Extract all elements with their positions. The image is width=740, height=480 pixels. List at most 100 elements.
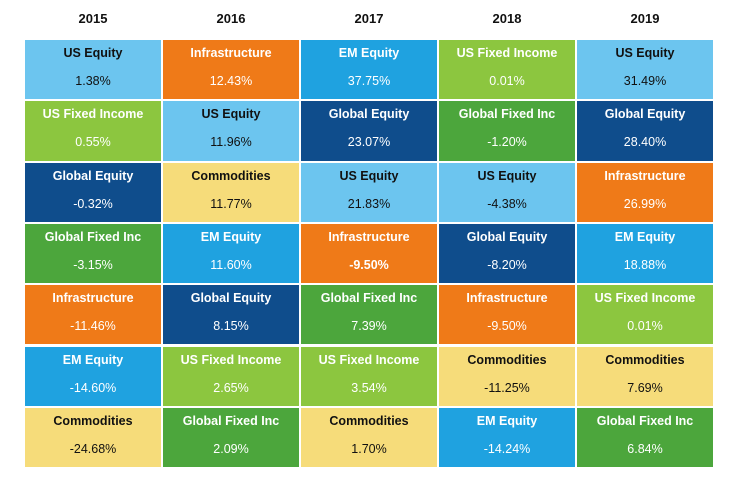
return-value: -11.46% bbox=[70, 319, 116, 334]
year-label-2016: 2016 bbox=[216, 11, 246, 26]
asset-class-label: Infrastructure bbox=[466, 291, 548, 306]
asset-class-label: EM Equity bbox=[200, 229, 262, 244]
asset-class-label: US Equity bbox=[615, 46, 675, 60]
asset-class-label: Infrastructure bbox=[328, 229, 410, 244]
cell-2015-rank-1: US Equity 1.38% bbox=[24, 39, 162, 101]
asset-class-label: Global Equity bbox=[52, 168, 134, 183]
cell-2016-rank-2: US Equity 11.96% bbox=[162, 100, 300, 162]
return-value: 11.77% bbox=[210, 196, 252, 211]
cell-2018-rank-6: Commodities -11.25% bbox=[438, 345, 576, 407]
cell-2015-rank-3: Global Equity -0.32% bbox=[24, 161, 162, 223]
asset-class-label: US Fixed Income bbox=[456, 46, 558, 60]
return-value: 8.15% bbox=[213, 319, 249, 334]
asset-class-label: Global Equity bbox=[328, 107, 410, 122]
asset-class-label: Commodities bbox=[191, 168, 271, 183]
asset-class-label: US Fixed Income bbox=[42, 107, 144, 122]
return-value: 0.01% bbox=[489, 74, 525, 88]
asset-class-label: Global Fixed Inc bbox=[458, 107, 556, 122]
asset-class-label: EM Equity bbox=[476, 413, 538, 428]
return-value: 31.49% bbox=[623, 74, 667, 88]
asset-class-label: Infrastructure bbox=[604, 168, 686, 183]
return-value: 37.75% bbox=[347, 74, 391, 88]
cell-2017-rank-5: Global Fixed Inc 7.39% bbox=[300, 284, 438, 346]
cell-2017-rank-1: EM Equity 37.75% bbox=[300, 39, 438, 101]
year-header-row: 2015 2016 2017 2018 2019 bbox=[0, 0, 740, 40]
return-value: -9.50% bbox=[349, 257, 389, 272]
cell-2017-rank-6: US Fixed Income 3.54% bbox=[300, 345, 438, 407]
return-value: -1.20% bbox=[487, 135, 527, 150]
return-value: 11.96% bbox=[210, 135, 252, 150]
cell-2018-rank-1: US Fixed Income 0.01% bbox=[438, 39, 576, 101]
return-value: 3.54% bbox=[351, 380, 387, 395]
cell-2015-rank-6: EM Equity -14.60% bbox=[24, 345, 162, 407]
asset-class-label: Global Fixed Inc bbox=[320, 291, 418, 306]
cell-2018-rank-3: US Equity -4.38% bbox=[438, 161, 576, 223]
cell-2018-rank-5: Infrastructure -9.50% bbox=[438, 284, 576, 346]
cell-2015-rank-2: US Fixed Income 0.55% bbox=[24, 100, 162, 162]
cell-2015-rank-5: Infrastructure -11.46% bbox=[24, 284, 162, 346]
return-value: -9.50% bbox=[487, 319, 527, 334]
return-value: -14.60% bbox=[69, 380, 117, 395]
asset-class-label: EM Equity bbox=[62, 352, 124, 367]
return-value: -0.32% bbox=[73, 196, 113, 211]
cell-2017-rank-4: Infrastructure -9.50% bbox=[300, 222, 438, 285]
cell-2016-rank-7: Global Fixed Inc 2.09% bbox=[162, 406, 300, 469]
return-value: 23.07% bbox=[347, 135, 391, 150]
return-value: 7.69% bbox=[627, 380, 663, 395]
return-value: 6.84% bbox=[627, 441, 663, 456]
asset-class-label: Infrastructure bbox=[190, 46, 272, 60]
cell-2018-rank-4: Global Equity -8.20% bbox=[438, 222, 576, 285]
asset-class-label: Global Equity bbox=[466, 229, 548, 244]
return-value: 28.40% bbox=[623, 135, 667, 150]
cell-2015-rank-4: Global Fixed Inc -3.15% bbox=[24, 222, 162, 285]
asset-class-label: Global Equity bbox=[190, 291, 272, 306]
cell-2017-rank-2: Global Equity 23.07% bbox=[300, 100, 438, 162]
return-value: -11.25% bbox=[484, 380, 530, 395]
year-label-2019: 2019 bbox=[630, 11, 660, 26]
asset-class-label: US Fixed Income bbox=[180, 352, 282, 367]
return-value: 18.88% bbox=[623, 257, 667, 272]
return-value: 0.01% bbox=[627, 319, 663, 334]
return-value: 2.65% bbox=[213, 380, 249, 395]
year-label-2018: 2018 bbox=[492, 11, 522, 26]
asset-class-label: Global Fixed Inc bbox=[596, 413, 694, 428]
return-value: 2.09% bbox=[213, 441, 249, 456]
cell-2019-rank-7: Global Fixed Inc 6.84% bbox=[576, 406, 714, 469]
asset-class-label: Infrastructure bbox=[52, 291, 134, 306]
year-label-2017: 2017 bbox=[354, 11, 384, 26]
cell-2019-rank-6: Commodities 7.69% bbox=[576, 345, 714, 407]
return-value: -3.15% bbox=[73, 257, 113, 272]
asset-class-label: US Equity bbox=[63, 46, 123, 60]
return-value: 7.39% bbox=[351, 319, 387, 334]
asset-class-label: US Equity bbox=[477, 168, 537, 183]
cell-2018-rank-7: EM Equity -14.24% bbox=[438, 406, 576, 469]
asset-class-label: US Equity bbox=[201, 107, 261, 122]
asset-class-label: Commodities bbox=[605, 352, 685, 367]
return-value: 1.38% bbox=[75, 74, 111, 88]
return-value: 21.83% bbox=[347, 196, 391, 211]
asset-class-label: Global Fixed Inc bbox=[182, 413, 280, 428]
asset-class-label: US Equity bbox=[339, 168, 399, 183]
cell-2019-rank-2: Global Equity 28.40% bbox=[576, 100, 714, 162]
return-value: 0.55% bbox=[75, 135, 111, 150]
asset-class-label: Commodities bbox=[53, 413, 133, 428]
return-value: 12.43% bbox=[209, 74, 253, 88]
return-value: -4.38% bbox=[487, 196, 527, 211]
cell-2019-rank-3: Infrastructure 26.99% bbox=[576, 161, 714, 223]
asset-class-label: US Fixed Income bbox=[318, 352, 420, 367]
return-value: 11.60% bbox=[210, 257, 252, 272]
asset-class-label: Global Fixed Inc bbox=[44, 229, 142, 244]
cell-2016-rank-3: Commodities 11.77% bbox=[162, 161, 300, 223]
asset-class-label: EM Equity bbox=[338, 46, 400, 60]
cell-2016-rank-1: Infrastructure 12.43% bbox=[162, 39, 300, 101]
cell-2019-rank-1: US Equity 31.49% bbox=[576, 39, 714, 101]
asset-class-label: Global Equity bbox=[604, 107, 686, 122]
cell-2019-rank-4: EM Equity 18.88% bbox=[576, 222, 714, 285]
return-value: 26.99% bbox=[623, 196, 667, 211]
asset-class-label: EM Equity bbox=[614, 229, 676, 244]
cell-2016-rank-5: Global Equity 8.15% bbox=[162, 284, 300, 346]
asset-class-label: US Fixed Income bbox=[594, 291, 696, 306]
cell-2018-rank-2: Global Fixed Inc -1.20% bbox=[438, 100, 576, 162]
cell-2019-rank-5: US Fixed Income 0.01% bbox=[576, 284, 714, 346]
